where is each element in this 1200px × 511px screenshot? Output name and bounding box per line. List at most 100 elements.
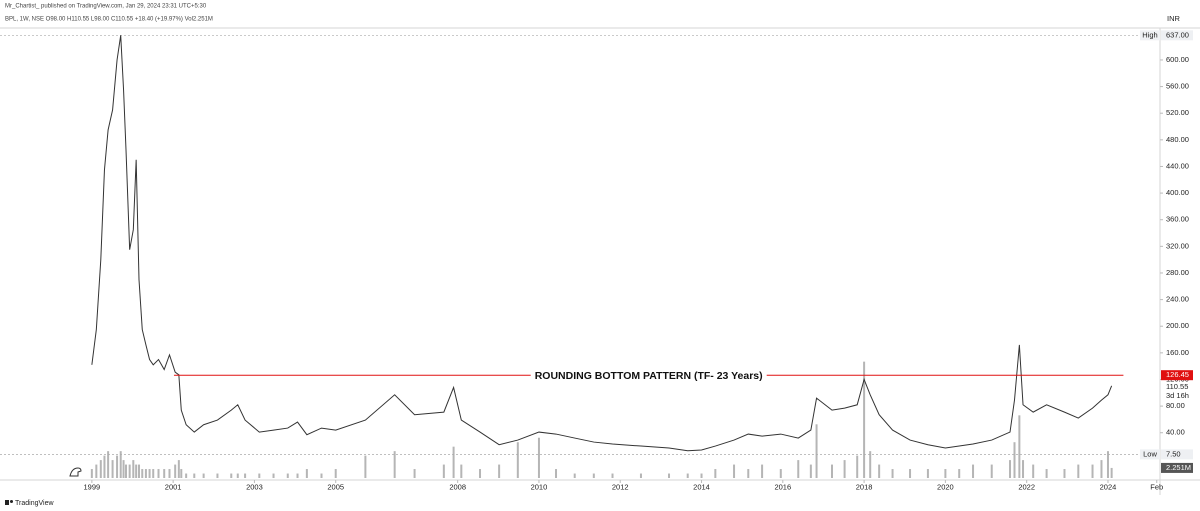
volume-bar bbox=[230, 473, 233, 478]
volume-bar bbox=[202, 473, 205, 478]
volume-tag-bg bbox=[1161, 462, 1193, 473]
y-tick-label: 360.00 bbox=[1166, 215, 1189, 224]
volume-bar bbox=[185, 473, 188, 478]
x-tick-label: 2001 bbox=[165, 482, 182, 491]
pattern-text: ROUNDING BOTTOM PATTERN (TF- 23 Years) bbox=[535, 370, 763, 382]
volume-bar bbox=[878, 464, 881, 478]
volume-bar bbox=[830, 464, 833, 478]
volume-bar bbox=[132, 460, 135, 478]
x-tick-label: 2003 bbox=[246, 482, 263, 491]
volume-bar bbox=[498, 464, 501, 478]
volume-bar bbox=[1009, 460, 1012, 478]
volume-bar bbox=[141, 469, 144, 478]
volume-bar bbox=[1018, 415, 1021, 478]
volume-bar bbox=[320, 473, 323, 478]
x-tick-label: 2010 bbox=[531, 482, 548, 491]
y-tick-label: 560.00 bbox=[1166, 82, 1189, 91]
volume-bar bbox=[891, 469, 894, 478]
y-tick-label: 240.00 bbox=[1166, 295, 1189, 304]
volume-bar bbox=[686, 473, 689, 478]
volume-bar bbox=[119, 451, 122, 478]
y-tick-label: 440.00 bbox=[1166, 161, 1189, 170]
volume-bar bbox=[122, 460, 125, 478]
volume-bar bbox=[747, 469, 750, 478]
volume-bar bbox=[592, 473, 595, 478]
pattern-text-bg bbox=[530, 368, 767, 383]
volume-bar bbox=[815, 424, 818, 478]
volume-bar bbox=[364, 455, 367, 478]
volume-bar bbox=[573, 473, 576, 478]
volume-bar bbox=[90, 469, 93, 478]
volume-bar bbox=[714, 469, 717, 478]
currency-label: INR bbox=[1167, 14, 1181, 23]
y-tick-label: 40.00 bbox=[1166, 428, 1185, 437]
volume-bar bbox=[869, 451, 872, 478]
volume-bar bbox=[668, 473, 671, 478]
high-tag-bg bbox=[1140, 30, 1160, 41]
x-tick-label: 2005 bbox=[327, 482, 344, 491]
y-tick-label: 200.00 bbox=[1166, 321, 1189, 330]
y-tick-label: 520.00 bbox=[1166, 108, 1189, 117]
volume-bar bbox=[442, 464, 445, 478]
publisher-line: Mr_Chartist_ published on TradingView.co… bbox=[5, 4, 207, 10]
tv-logo bbox=[5, 500, 13, 505]
volume-bar bbox=[413, 469, 416, 478]
volume-bar bbox=[111, 460, 114, 478]
high-value: 637.00 bbox=[1166, 30, 1189, 39]
volume-bar bbox=[537, 437, 540, 478]
y-tick-label: 480.00 bbox=[1166, 135, 1189, 144]
volume-bar bbox=[926, 469, 929, 478]
volume-tag: 2.251M bbox=[1166, 463, 1191, 472]
volume-bar bbox=[296, 473, 299, 478]
volume-bar bbox=[1077, 464, 1080, 478]
volume-bar bbox=[95, 464, 98, 478]
low-tag: Low bbox=[1143, 449, 1157, 458]
volume-bar bbox=[1106, 451, 1109, 478]
volume-bar bbox=[305, 469, 308, 478]
y-tick-label: 160.00 bbox=[1166, 348, 1189, 357]
volume-bar bbox=[148, 469, 151, 478]
volume-bar bbox=[1045, 469, 1048, 478]
volume-bar bbox=[761, 464, 764, 478]
volume-bar bbox=[144, 469, 147, 478]
low-value-bg bbox=[1161, 449, 1193, 460]
x-tick-label: 2024 bbox=[1100, 482, 1117, 491]
volume-bar bbox=[972, 464, 975, 478]
volume-bar bbox=[856, 455, 859, 478]
volume-bar bbox=[244, 473, 247, 478]
brand: TradingView bbox=[15, 500, 54, 507]
x-tick-label: Feb bbox=[1150, 482, 1163, 491]
high-tag: High bbox=[1142, 30, 1157, 39]
volume-bar bbox=[611, 473, 614, 478]
y-tick-label: 400.00 bbox=[1166, 188, 1189, 197]
volume-bar bbox=[116, 455, 119, 478]
x-tick-label: 2020 bbox=[937, 482, 954, 491]
dino-icon bbox=[69, 467, 82, 477]
x-tick-label: 2012 bbox=[612, 482, 629, 491]
volume-bar bbox=[479, 469, 482, 478]
volume-bar bbox=[516, 442, 519, 478]
volume-bar bbox=[843, 460, 846, 478]
low-value: 7.50 bbox=[1166, 449, 1181, 458]
x-tick-label: 2022 bbox=[1018, 482, 1035, 491]
volume-bar bbox=[639, 473, 642, 478]
pattern-value: 126.45 bbox=[1166, 370, 1189, 379]
volume-bar bbox=[334, 469, 337, 478]
volume-bar bbox=[152, 469, 155, 478]
volume-bar bbox=[1110, 467, 1113, 478]
volume-bar bbox=[1022, 460, 1025, 478]
volume-bar bbox=[863, 361, 866, 478]
volume-bar bbox=[258, 473, 261, 478]
volume-bar bbox=[809, 464, 812, 478]
volume-bar bbox=[1091, 464, 1094, 478]
volume-bar bbox=[193, 473, 196, 478]
x-tick-label: 2008 bbox=[449, 482, 466, 491]
volume-bar bbox=[216, 473, 219, 478]
last-price: 110.55 bbox=[1166, 382, 1188, 391]
volume-bar bbox=[452, 446, 455, 478]
volume-bar bbox=[393, 451, 396, 478]
x-tick-label: 2018 bbox=[856, 482, 873, 491]
volume-bar bbox=[944, 469, 947, 478]
volume-bar bbox=[135, 464, 138, 478]
